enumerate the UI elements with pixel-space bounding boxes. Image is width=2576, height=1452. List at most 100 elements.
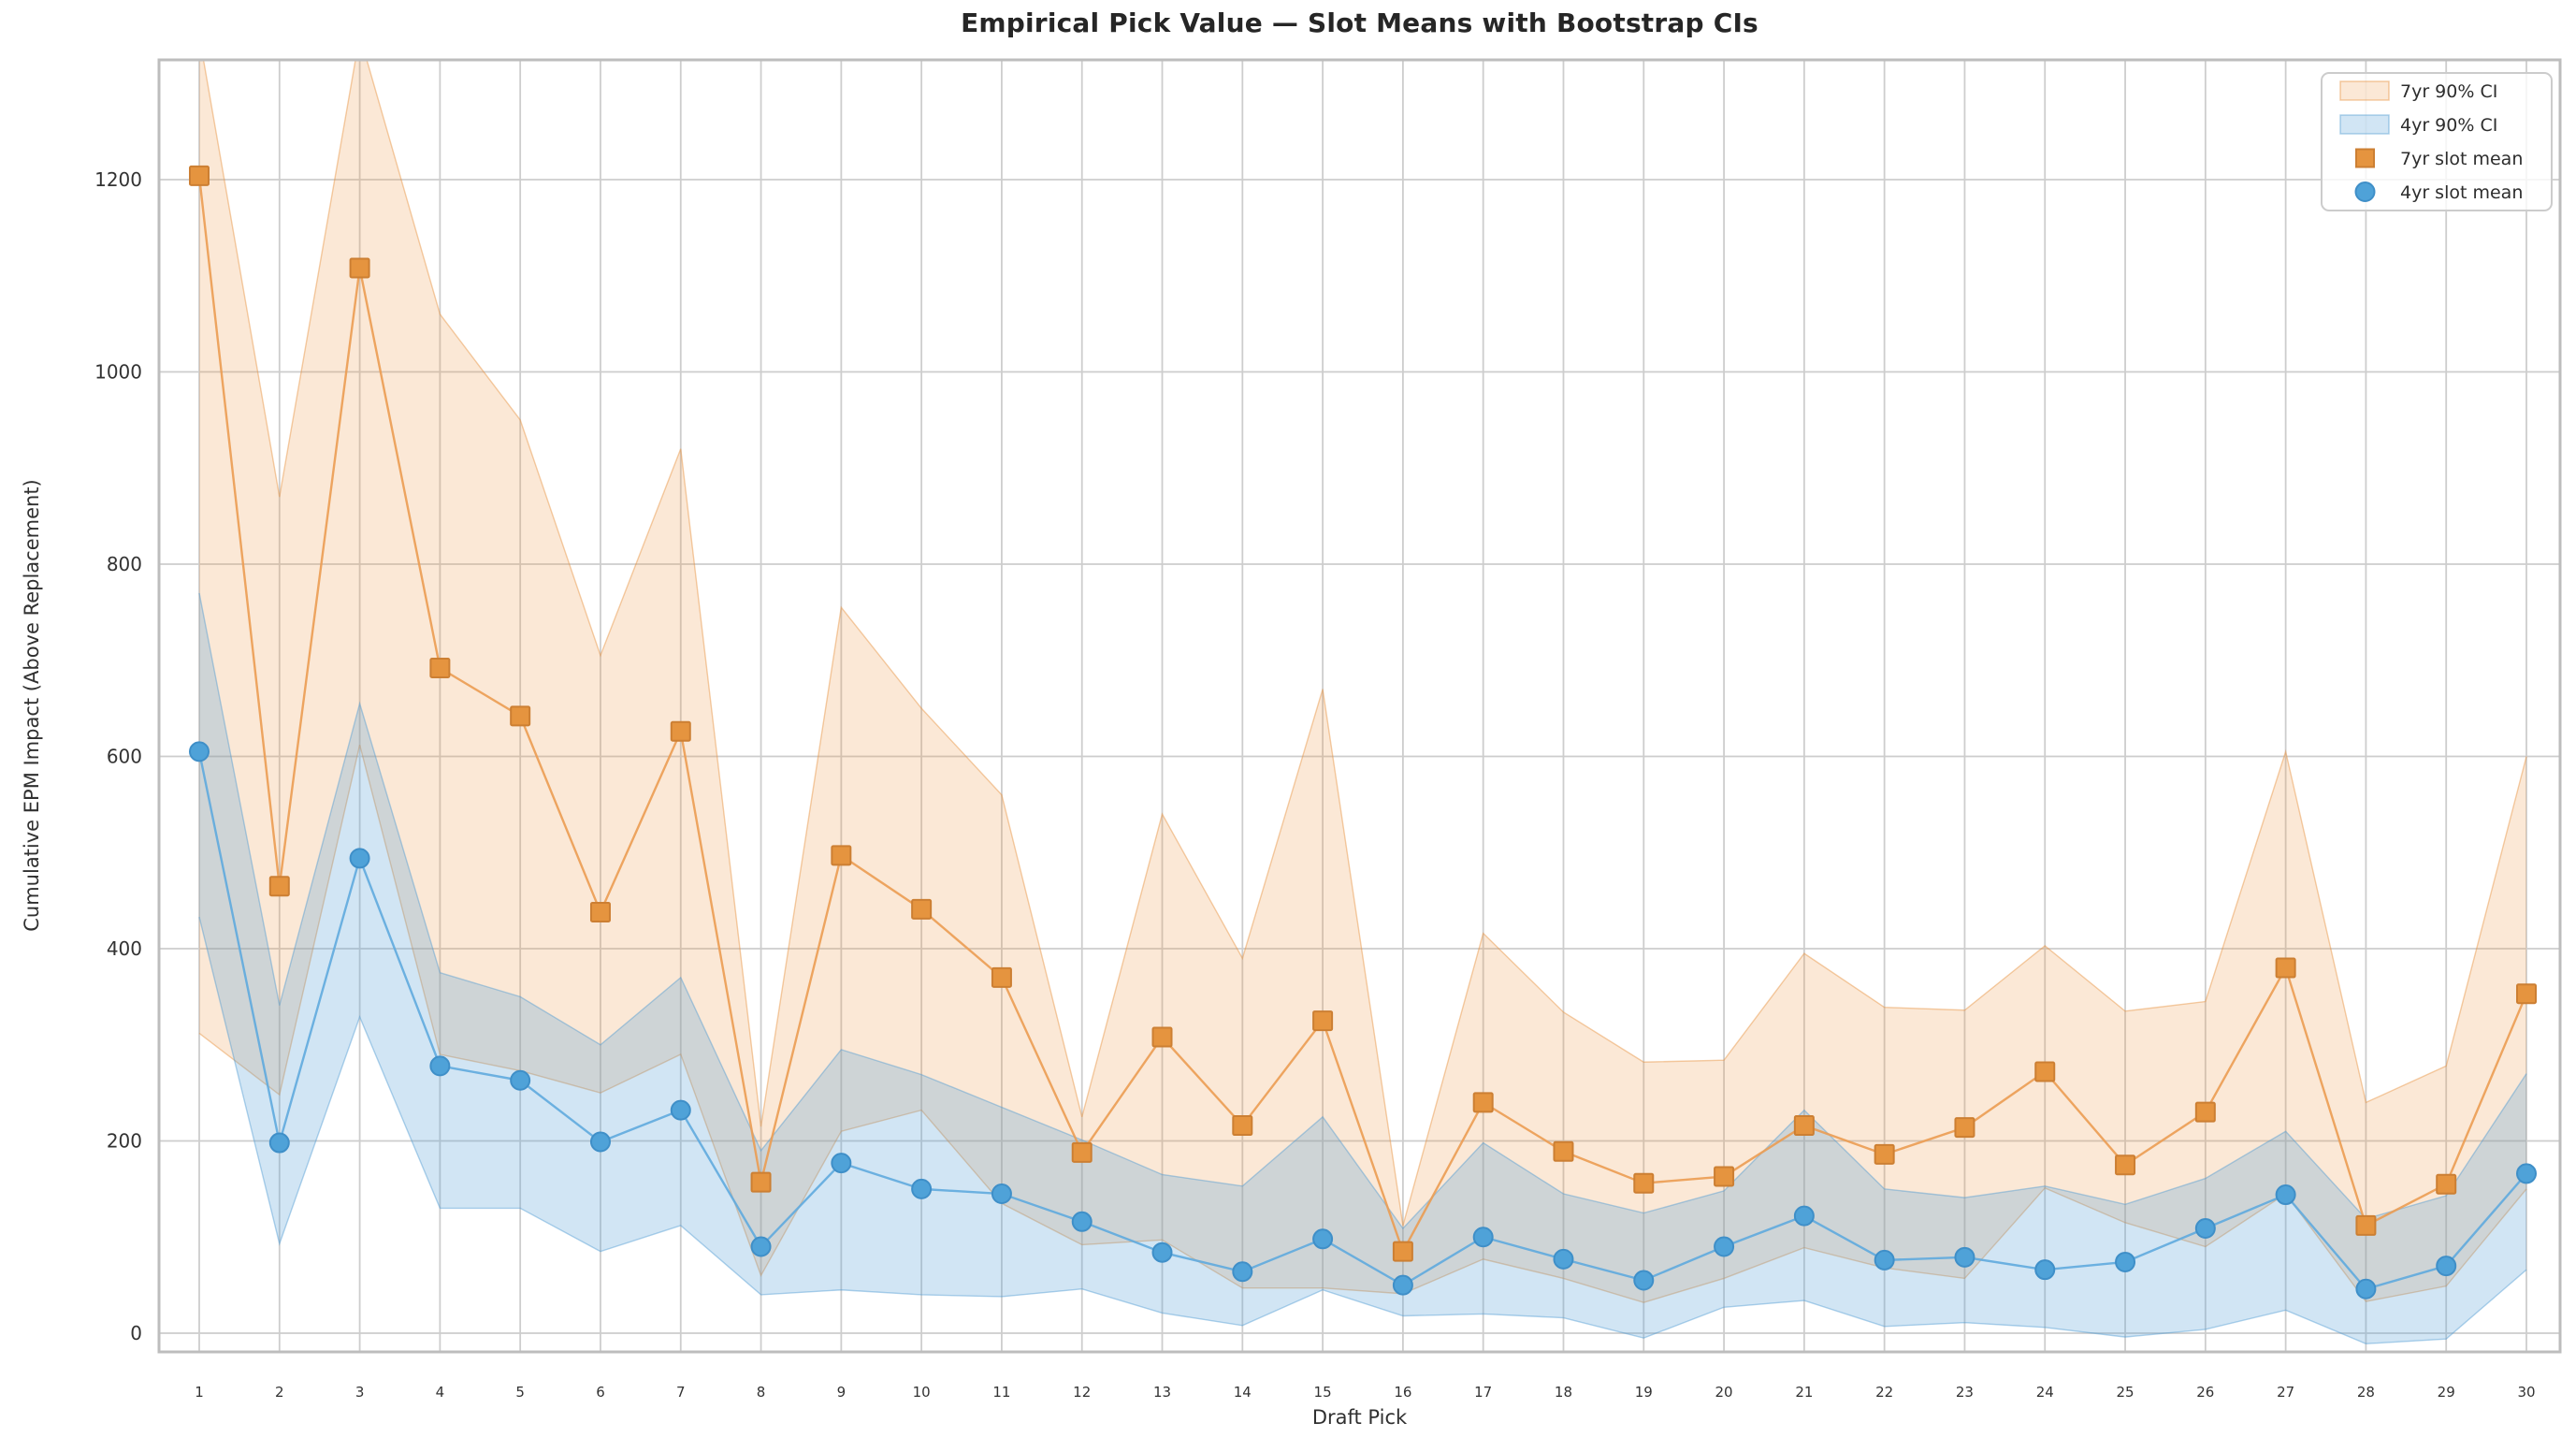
y-tick-labels: 0 200 400 600 800 1000 1200 bbox=[94, 168, 142, 1344]
marker-circle bbox=[831, 1153, 852, 1174]
marker-square bbox=[1553, 1140, 1574, 1162]
x-tick-label: 27 bbox=[2277, 1384, 2294, 1401]
x-tick-label: 1 bbox=[195, 1384, 204, 1401]
marker-square bbox=[1874, 1143, 1895, 1165]
x-tick-label: 4 bbox=[436, 1384, 445, 1401]
marker-circle bbox=[670, 1099, 691, 1121]
marker-square bbox=[429, 657, 451, 678]
x-tick-label: 28 bbox=[2357, 1384, 2375, 1401]
marker-circle bbox=[1874, 1249, 1895, 1270]
marker-circle bbox=[1472, 1227, 1494, 1248]
x-tick-label: 10 bbox=[913, 1384, 931, 1401]
y-tick-label: 600 bbox=[107, 746, 142, 768]
x-tick-label: 30 bbox=[2517, 1384, 2535, 1401]
marker-circle bbox=[1633, 1270, 1655, 1291]
legend-box bbox=[2321, 72, 2553, 211]
marker-square bbox=[1954, 1117, 1975, 1139]
marker-square bbox=[1714, 1166, 1735, 1187]
marker-square bbox=[831, 845, 852, 866]
x-tick-label: 12 bbox=[1073, 1384, 1091, 1401]
legend-item: 4yr slot mean bbox=[2354, 182, 2523, 203]
marker-square bbox=[268, 876, 290, 897]
y-tick-label: 400 bbox=[107, 937, 142, 960]
marker-circle bbox=[1553, 1248, 1574, 1270]
marker-circle bbox=[2355, 1278, 2377, 1300]
x-tick-label: 23 bbox=[1956, 1384, 1974, 1401]
marker-square bbox=[2275, 957, 2296, 979]
marker-circle bbox=[1714, 1236, 1735, 1257]
marker-square bbox=[670, 720, 691, 742]
legend-item: 4yr 90% CI bbox=[2339, 114, 2497, 136]
x-tick-label: 22 bbox=[1875, 1384, 1893, 1401]
markers-7yr-slot-mean bbox=[189, 165, 2537, 1262]
marker-square bbox=[1793, 1115, 1815, 1137]
legend-item: 7yr 90% CI bbox=[2339, 80, 2497, 102]
marker-square bbox=[2436, 1173, 2457, 1195]
marker-square bbox=[2355, 1214, 2377, 1236]
legend-marker-circle bbox=[2354, 182, 2376, 202]
marker-circle bbox=[1392, 1274, 1413, 1296]
x-tick-label: 8 bbox=[757, 1384, 766, 1401]
x-tick-label: 16 bbox=[1394, 1384, 1411, 1401]
x-tick-label: 2 bbox=[275, 1384, 284, 1401]
x-tick-label: 19 bbox=[1635, 1384, 1653, 1401]
x-tick-label: 11 bbox=[992, 1384, 1010, 1401]
marker-circle bbox=[268, 1132, 290, 1154]
x-tick-label: 26 bbox=[2196, 1384, 2214, 1401]
x-axis-label: Draft Pick bbox=[1311, 1406, 1408, 1429]
marker-circle bbox=[750, 1236, 772, 1257]
marker-circle bbox=[1071, 1211, 1093, 1232]
marker-circle bbox=[589, 1131, 611, 1153]
marker-square bbox=[991, 966, 1012, 988]
line-4yr-slot-mean bbox=[197, 751, 2527, 1291]
marker-circle bbox=[1151, 1241, 1173, 1263]
y-tick-label: 1000 bbox=[94, 361, 142, 384]
marker-square bbox=[911, 898, 933, 920]
marker-square bbox=[1472, 1092, 1494, 1113]
marker-circle bbox=[2194, 1218, 2216, 1240]
x-tick-label: 9 bbox=[837, 1384, 847, 1401]
marker-square bbox=[510, 705, 531, 727]
marker-circle bbox=[1312, 1228, 1334, 1250]
legend-swatch-7yr-ci bbox=[2339, 80, 2390, 101]
marker-square bbox=[1232, 1115, 1253, 1137]
x-tick-label: 7 bbox=[676, 1384, 686, 1401]
marker-circle bbox=[911, 1178, 933, 1199]
marker-square bbox=[1392, 1241, 1413, 1262]
marker-square bbox=[349, 257, 370, 279]
marker-square bbox=[1633, 1172, 1655, 1194]
marker-circle bbox=[189, 741, 210, 762]
x-tick-label: 18 bbox=[1555, 1384, 1572, 1401]
x-tick-label: 17 bbox=[1474, 1384, 1492, 1401]
x-tick-label: 20 bbox=[1715, 1384, 1733, 1401]
marker-circle bbox=[1793, 1205, 1815, 1227]
axes-box bbox=[157, 58, 2562, 1354]
marker-circle bbox=[429, 1055, 451, 1077]
x-tick-label: 3 bbox=[355, 1384, 365, 1401]
x-tick-label: 29 bbox=[2438, 1384, 2455, 1401]
line-7yr-slot-mean bbox=[197, 175, 2528, 1255]
y-tick-label: 800 bbox=[107, 553, 142, 575]
x-tick-label: 14 bbox=[1234, 1384, 1252, 1401]
marker-circle bbox=[2516, 1163, 2537, 1184]
marker-square bbox=[1071, 1141, 1093, 1163]
marker-square bbox=[1312, 1010, 1334, 1032]
chart-title: Empirical Pick Value — Slot Means with B… bbox=[961, 7, 1758, 38]
x-tick-labels: 1 2 3 4 5 6 7 8 9 10 11 12 13 14 15 16 17 18 19 20 21 22 23 24 2… bbox=[195, 1384, 2535, 1401]
legend-label: 7yr slot mean bbox=[2400, 149, 2523, 169]
ci-band-7yr bbox=[199, 60, 2526, 1303]
legend-label: 4yr 90% CI bbox=[2400, 115, 2497, 136]
x-tick-label: 6 bbox=[596, 1384, 605, 1401]
x-tick-label: 21 bbox=[1795, 1384, 1813, 1401]
marker-circle bbox=[991, 1183, 1012, 1205]
marker-circle bbox=[2436, 1256, 2457, 1277]
marker-circle bbox=[1232, 1261, 1253, 1283]
marker-square bbox=[2115, 1154, 2136, 1176]
marker-circle bbox=[2275, 1184, 2296, 1206]
marker-square bbox=[2034, 1061, 2056, 1082]
marker-circle bbox=[2034, 1259, 2056, 1281]
marker-square bbox=[1151, 1026, 1173, 1048]
marker-square bbox=[589, 901, 611, 922]
